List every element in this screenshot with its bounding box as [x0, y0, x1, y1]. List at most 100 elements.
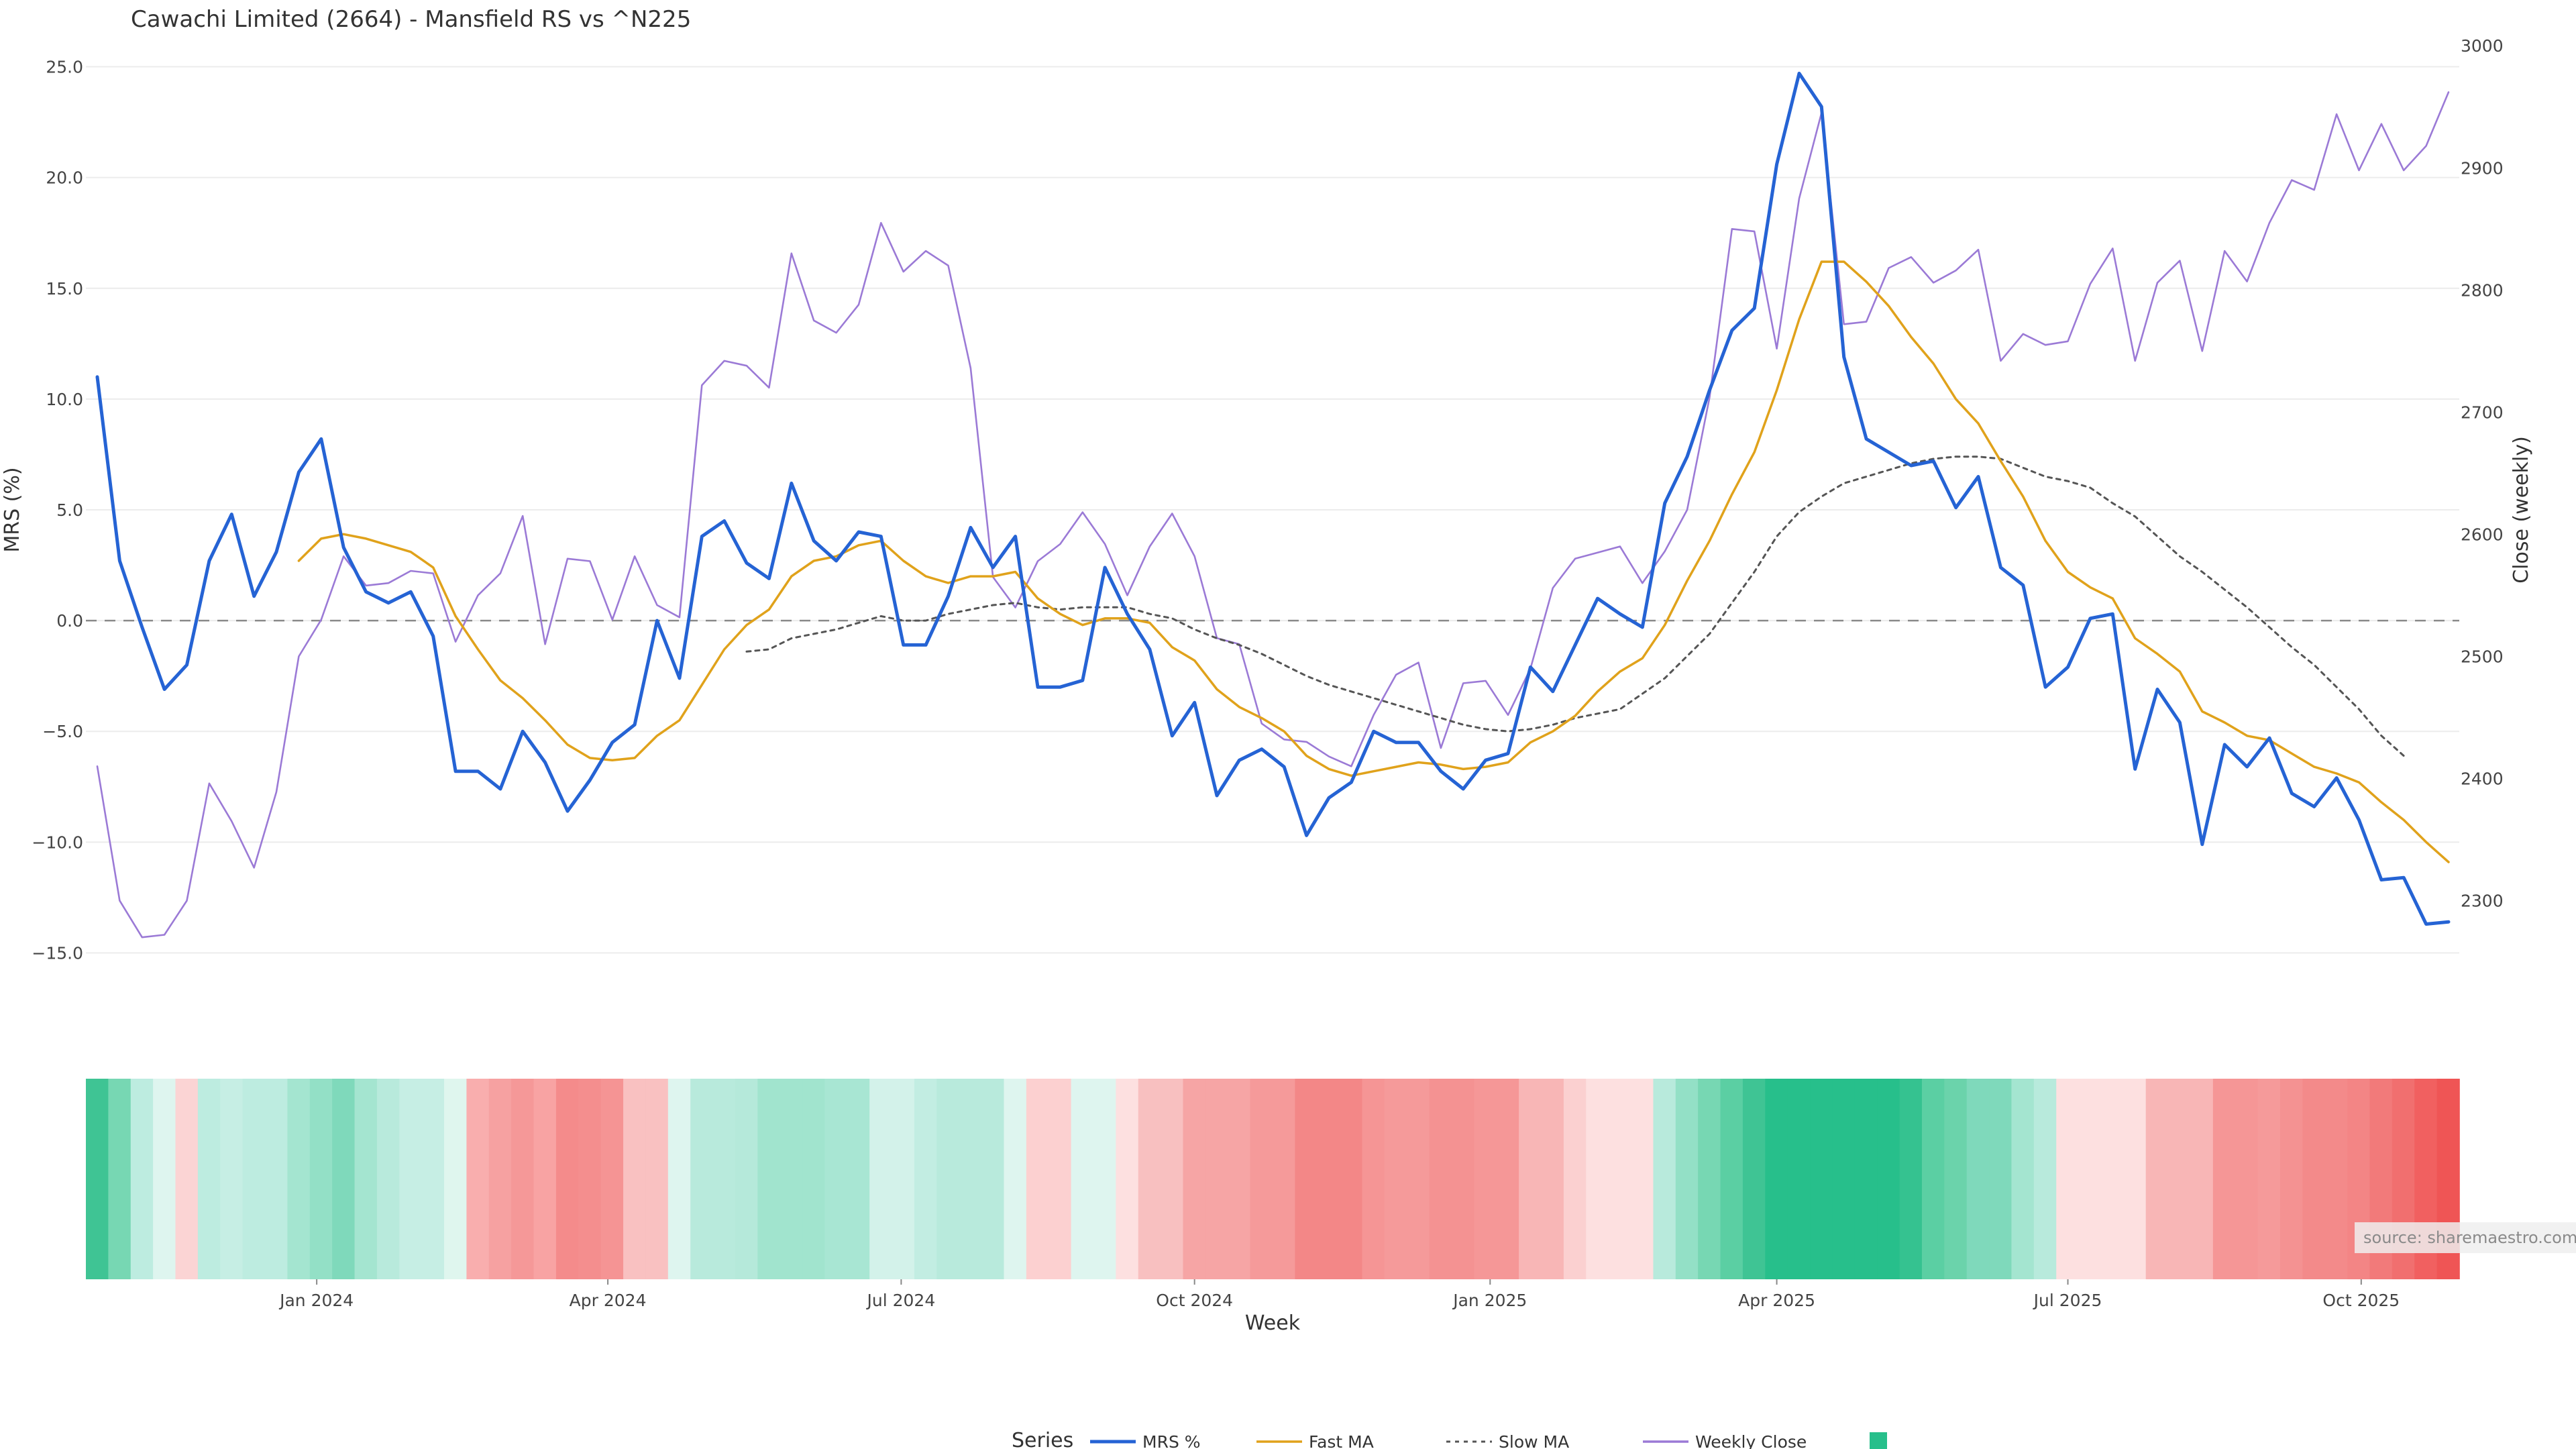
heatmap-cell	[1183, 1079, 1206, 1279]
heatmap-cell	[511, 1079, 535, 1279]
x-tick-label: Apr 2025	[1738, 1291, 1815, 1310]
x-axis-ticks: Jan 2024 Apr 2024 Jul 2024 Oct 2024 Jan 2025…	[278, 1279, 2400, 1310]
legend-heatmap-swatch	[1870, 1432, 1887, 1449]
left-tick-label: −10.0	[32, 833, 83, 852]
heatmap-cell	[1631, 1079, 1654, 1279]
heatmap-cell	[1765, 1079, 1788, 1279]
heatmap-cell	[488, 1079, 512, 1279]
heatmap-cell	[1026, 1079, 1050, 1279]
heatmap-cell	[399, 1079, 423, 1279]
heatmap-cell	[1653, 1079, 1676, 1279]
heatmap-cell	[914, 1079, 938, 1279]
left-tick-label: −15.0	[32, 943, 83, 963]
heatmap-cell	[1004, 1079, 1027, 1279]
heatmap-cell	[1295, 1079, 1318, 1279]
heatmap-cell	[2235, 1079, 2259, 1279]
heatmap-cell	[354, 1079, 378, 1279]
heatmap-cell	[1205, 1079, 1229, 1279]
series-line-mrs	[95, 71, 2451, 926]
mrs-heatmap-strip	[86, 1079, 2460, 1279]
left-tick-label: 5.0	[56, 500, 83, 520]
right-tick-label: 2500	[2461, 647, 2504, 666]
x-axis-label: Week	[1245, 1311, 1301, 1335]
heatmap-cell	[936, 1079, 960, 1279]
right-tick-label: 2700	[2461, 402, 2504, 422]
heatmap-cell	[1899, 1079, 1923, 1279]
heatmap-cell	[623, 1079, 647, 1279]
legend: Series MRS % Fast MA Slow MA Weekly Close	[1012, 1429, 1887, 1449]
heatmap-cell	[242, 1079, 266, 1279]
heatmap-cell	[802, 1079, 826, 1279]
heatmap-cell	[2078, 1079, 2102, 1279]
heatmap-cell	[1452, 1079, 1475, 1279]
heatmap-cell	[533, 1079, 557, 1279]
legend-entry-label: Fast MA	[1309, 1432, 1374, 1449]
heatmap-cell	[2100, 1079, 2125, 1279]
legend-title: Series	[1012, 1429, 1073, 1449]
heatmap-cell	[600, 1079, 624, 1279]
heatmap-cell	[1519, 1079, 1542, 1279]
heatmap-cell	[1474, 1079, 1497, 1279]
series-line-slow-ma	[745, 455, 2405, 757]
heatmap-cell	[1138, 1079, 1161, 1279]
heatmap-cell	[1563, 1079, 1587, 1279]
heatmap-cell	[2033, 1079, 2057, 1279]
heatmap-cell	[2168, 1079, 2192, 1279]
heatmap-cell	[645, 1079, 669, 1279]
x-tick-label: Jan 2025	[1452, 1291, 1527, 1310]
heatmap-cell	[1429, 1079, 1452, 1279]
legend-entry-label: MRS %	[1142, 1432, 1201, 1449]
source-label-bg	[2355, 1222, 2576, 1253]
heatmap-cell	[1921, 1079, 1945, 1279]
heatmap-cell	[421, 1079, 445, 1279]
heatmap-cell	[555, 1079, 580, 1279]
heatmap-cell	[869, 1079, 893, 1279]
heatmap-cell	[1093, 1079, 1117, 1279]
heatmap-cell	[1071, 1079, 1094, 1279]
heatmap-cell	[1273, 1079, 1296, 1279]
heatmap-cell	[86, 1079, 109, 1279]
right-tick-label: 3000	[2461, 36, 2504, 56]
heatmap-cell	[847, 1079, 871, 1279]
heatmap-cell	[824, 1079, 848, 1279]
heatmap-cell	[1340, 1079, 1363, 1279]
heatmap-cell	[1675, 1079, 1699, 1279]
y-axis-label-right: Close (weekly)	[2510, 436, 2533, 584]
heatmap-cell	[2145, 1079, 2169, 1279]
heatmap-cell	[153, 1079, 176, 1279]
heatmap-cell	[578, 1079, 602, 1279]
heatmap-cell	[780, 1079, 803, 1279]
left-tick-label: −5.0	[42, 722, 83, 741]
left-tick-label: 0.0	[56, 611, 83, 631]
x-tick-label: Jan 2024	[278, 1291, 354, 1310]
heatmap-cell	[1541, 1079, 1564, 1279]
heatmap-cell	[1720, 1079, 1743, 1279]
heatmap-cell	[1362, 1079, 1385, 1279]
heatmap-cell	[2324, 1079, 2348, 1279]
heatmap-cell	[444, 1079, 468, 1279]
heatmap-cell	[1742, 1079, 1766, 1279]
heatmap-cell	[2212, 1079, 2237, 1279]
x-tick-label: Jul 2024	[866, 1291, 936, 1310]
right-tick-label: 2400	[2461, 769, 2504, 789]
heatmap-cell	[981, 1079, 1005, 1279]
heatmap-cell	[1810, 1079, 1833, 1279]
heatmap-cell	[332, 1079, 356, 1279]
heatmap-cell	[309, 1079, 333, 1279]
heatmap-cell	[1966, 1079, 1990, 1279]
heatmap-cell	[1317, 1079, 1340, 1279]
left-axis-ticks: 25.0 20.0 15.0 10.0 5.0 0.0 −5.0 −10.0 −15.0	[32, 58, 83, 963]
heatmap-cell	[130, 1079, 154, 1279]
heatmap-cell	[1250, 1079, 1273, 1279]
left-tick-label: 25.0	[46, 58, 83, 77]
right-tick-label: 2900	[2461, 158, 2504, 178]
heatmap-cell	[376, 1079, 400, 1279]
x-tick-label: Jul 2025	[2033, 1291, 2102, 1310]
series-line-fast-ma	[297, 260, 2450, 863]
heatmap-cell	[1049, 1079, 1072, 1279]
heatmap-cell	[2123, 1079, 2147, 1279]
heatmap-cell	[1384, 1079, 1408, 1279]
heatmap-cell	[1116, 1079, 1139, 1279]
right-tick-label: 2600	[2461, 525, 2504, 544]
